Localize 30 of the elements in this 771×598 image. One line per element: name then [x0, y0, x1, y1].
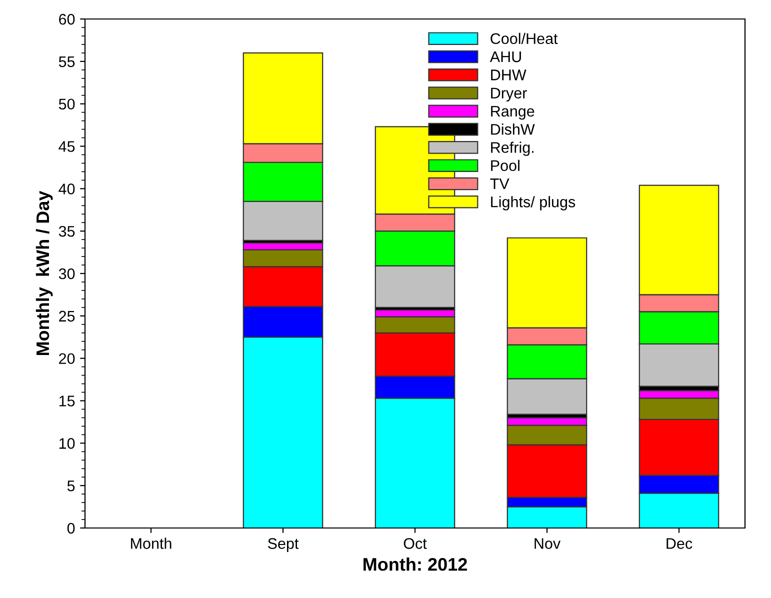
x-tick-label: Dec	[666, 538, 692, 549]
y-tick-label: 45	[58, 141, 75, 152]
legend-label: AHU	[490, 52, 521, 62]
legend-label: Pool	[491, 160, 520, 172]
y-tick-label: 30	[58, 268, 75, 280]
y-tick-label: 55	[58, 56, 75, 68]
y-axis-title: Monthly kWh / Day	[36, 190, 53, 356]
x-tick-label: Nov	[534, 538, 561, 549]
y-tick-label: 15	[59, 396, 75, 406]
y-tick-label: 10	[59, 438, 75, 449]
x-tick-label: Month	[131, 538, 172, 549]
legend-label: Refrig.	[491, 142, 534, 156]
y-tick-label: 20	[59, 353, 75, 364]
x-tick-label: Sept	[268, 538, 299, 552]
legend-label: Range	[491, 106, 534, 120]
x-axis-title: Month: 2012	[364, 558, 467, 571]
legend-label: TV	[490, 178, 510, 190]
y-tick-label: 50	[58, 98, 75, 110]
legend-label: DishW	[491, 124, 535, 135]
y-tick-label: 40	[58, 184, 75, 194]
legend-label: Cool/Heat	[490, 32, 558, 44]
y-tick-label: 25	[59, 310, 75, 322]
y-tick-label: 35	[58, 226, 75, 237]
y-tick-label: 0	[67, 522, 75, 534]
legend-label: DHW	[491, 70, 526, 80]
legend-label: Lights/ plugs	[491, 196, 576, 210]
x-tick-label: Oct	[404, 538, 427, 549]
y-tick-label: 60	[59, 14, 75, 25]
legend-label: Dryer	[491, 88, 527, 102]
y-tick-label: 5	[67, 480, 75, 492]
